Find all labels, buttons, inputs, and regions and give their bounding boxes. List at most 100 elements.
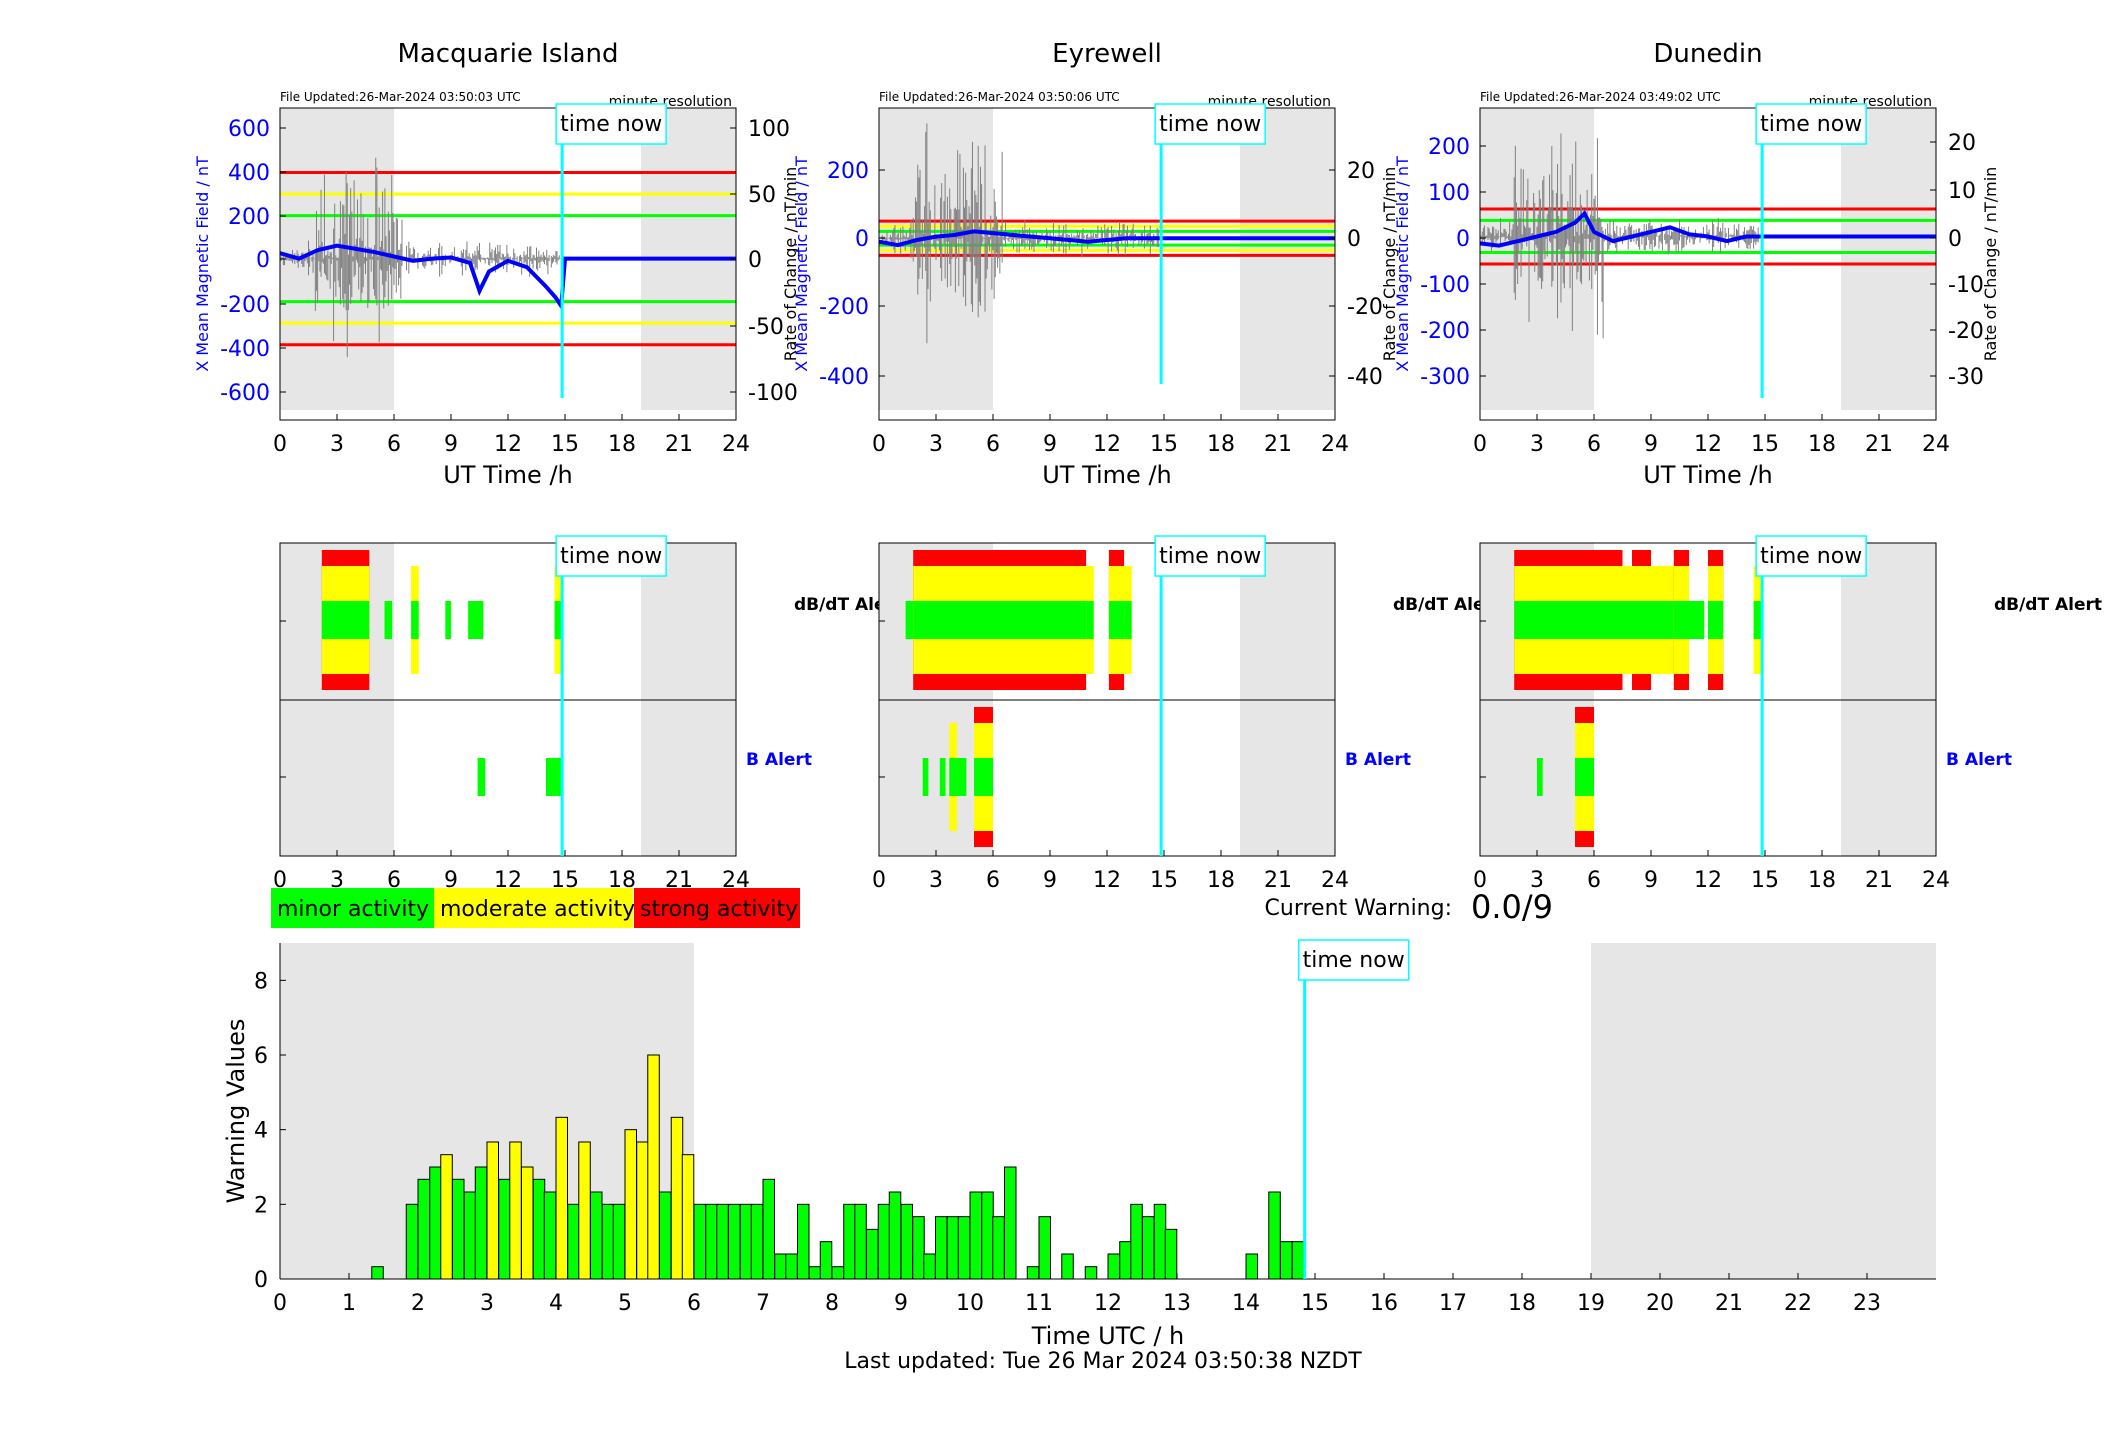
warning-bar bbox=[728, 1203, 741, 1280]
x-tick-label: 12 bbox=[494, 432, 522, 457]
alert-panel-1: 0 3 6 9 12 15 18 21 24 dB/dT Alert B Alert time now bbox=[872, 535, 1501, 893]
warning-bar bbox=[992, 1216, 1005, 1280]
warning-bar-chart: 0 1 2 3 4 5 6 7 8 9 10 11 12 13 14 15 16 17 18 19 20 21 22 2302… bbox=[222, 939, 1936, 1350]
x-tick-label: 3 bbox=[1530, 868, 1544, 893]
station-panel-0: Macquarie Island 0 3 6 9 12 15 18 21 24 UT Time /h… bbox=[193, 39, 800, 489]
x-tick-label: 21 bbox=[1264, 432, 1292, 457]
warning-bar bbox=[555, 1116, 569, 1280]
warning-bar bbox=[750, 1203, 764, 1280]
x-tick-label: 15 bbox=[1751, 868, 1779, 893]
x-tick-label: 18 bbox=[1207, 432, 1235, 457]
warning-bar bbox=[636, 1141, 649, 1280]
alert-minor-block bbox=[477, 758, 486, 796]
night-shade bbox=[1591, 943, 1936, 1279]
alert-minor-block bbox=[321, 601, 370, 639]
warning-bar bbox=[1084, 1266, 1098, 1280]
dbdt-alert-label: dB/dT Alert bbox=[1393, 595, 1501, 615]
x-tick-label: 15 bbox=[1301, 1291, 1329, 1316]
y-right-tick-label: -20 bbox=[1347, 295, 1383, 320]
y-right-tick-label: 0 bbox=[1948, 227, 1962, 252]
alert-minor-block bbox=[1632, 601, 1651, 639]
warning-bar bbox=[1164, 1228, 1178, 1280]
x-tick-label: 13 bbox=[1163, 1291, 1191, 1316]
time-now-label: time now bbox=[1760, 112, 1862, 137]
alert-minor-block bbox=[411, 601, 419, 639]
alert-minor-block bbox=[1124, 601, 1132, 639]
warning-bar bbox=[1280, 1241, 1293, 1280]
station-title: Dunedin bbox=[1653, 39, 1762, 69]
y-right-tick-label: 20 bbox=[1948, 131, 1976, 156]
x-tick-label: 12 bbox=[1694, 868, 1722, 893]
warning-bar bbox=[819, 1241, 833, 1280]
alert-minor-block bbox=[974, 758, 993, 796]
file-updated-text: File Updated:26-Mar-2024 03:50:06 UTC bbox=[879, 90, 1120, 104]
y-right-tick-label: -50 bbox=[748, 315, 784, 340]
warning-bar bbox=[509, 1141, 522, 1280]
x-tick-label: 21 bbox=[1865, 432, 1893, 457]
last-updated-text: Last updated: Tue 26 Mar 2024 03:50:38 N… bbox=[844, 1349, 1362, 1374]
night-shade bbox=[1480, 108, 1594, 410]
y-right-tick-label: -10 bbox=[1948, 273, 1984, 298]
y-right-axis-label: Rate of Change / nT/min bbox=[1380, 167, 1399, 362]
time-now-box bbox=[555, 535, 667, 577]
y-tick-label: 0 bbox=[254, 1268, 268, 1293]
legend-swatch-minor bbox=[271, 888, 434, 928]
x-tick-label: 6 bbox=[1587, 868, 1601, 893]
warning-bar bbox=[739, 1203, 753, 1280]
x-tick-label: 24 bbox=[1922, 868, 1950, 893]
x-tick-label: 3 bbox=[480, 1291, 494, 1316]
y-right-tick-label: 100 bbox=[748, 117, 790, 142]
alert-panel-2: 0 3 6 9 12 15 18 21 24 dB/dT Alert B Alert time now bbox=[1473, 535, 2102, 893]
x-tick-label: 0 bbox=[872, 868, 886, 893]
y-left-tick-label: 0 bbox=[1456, 227, 1470, 252]
y-right-axis-label: Rate of Change / nT/min bbox=[781, 167, 800, 362]
warning-bar bbox=[900, 1203, 914, 1280]
x-tick-label: 9 bbox=[1644, 432, 1658, 457]
x-tick-label: 9 bbox=[1043, 868, 1057, 893]
y-left-tick-label: 0 bbox=[256, 248, 270, 273]
field-trace bbox=[279, 243, 736, 312]
x-tick-label: 0 bbox=[1473, 432, 1487, 457]
warning-bar bbox=[1004, 1166, 1017, 1280]
warning-bar bbox=[1130, 1203, 1143, 1280]
activity-legend: minor activity moderate activity strong ac… bbox=[271, 888, 800, 928]
x-tick-label: 22 bbox=[1784, 1291, 1812, 1316]
warning-bar bbox=[946, 1216, 960, 1280]
warning-bar bbox=[716, 1203, 729, 1280]
time-now-box bbox=[555, 103, 667, 145]
x-tick-label: 11 bbox=[1025, 1291, 1053, 1316]
warning-bar bbox=[452, 1178, 465, 1280]
x-tick-label: 6 bbox=[986, 432, 1000, 457]
warning-bar bbox=[1061, 1253, 1074, 1280]
x-axis-label: UT Time /h bbox=[443, 461, 573, 489]
y-left-tick-label: -600 bbox=[220, 381, 270, 406]
y-tick-label: 6 bbox=[254, 1044, 268, 1069]
warning-bar bbox=[1142, 1216, 1155, 1280]
warning-bar bbox=[429, 1166, 442, 1280]
y-left-tick-label: -200 bbox=[1420, 319, 1470, 344]
x-tick-label: 9 bbox=[444, 868, 458, 893]
y-left-tick-label: -400 bbox=[220, 337, 270, 362]
time-now-label: time now bbox=[560, 112, 662, 137]
x-tick-label: 14 bbox=[1232, 1291, 1260, 1316]
time-now-label: time now bbox=[1159, 544, 1261, 569]
y-left-tick-label: -400 bbox=[819, 365, 869, 390]
x-tick-label: 12 bbox=[1093, 868, 1121, 893]
y-left-tick-label: -200 bbox=[220, 293, 270, 318]
y-right-tick-label: 0 bbox=[1347, 227, 1361, 252]
x-tick-label: 24 bbox=[1922, 432, 1950, 457]
warning-bar bbox=[888, 1191, 902, 1280]
x-tick-label: 18 bbox=[1207, 868, 1235, 893]
x-tick-label: 18 bbox=[608, 432, 636, 457]
warning-bar bbox=[1153, 1203, 1167, 1280]
x-tick-label: 10 bbox=[956, 1291, 984, 1316]
y-left-tick-label: 200 bbox=[827, 159, 869, 184]
x-tick-label: 0 bbox=[872, 432, 886, 457]
warning-bar bbox=[843, 1203, 856, 1280]
x-tick-label: 17 bbox=[1439, 1291, 1467, 1316]
y-tick-label: 4 bbox=[254, 1119, 268, 1144]
x-tick-label: 18 bbox=[1508, 1291, 1536, 1316]
alert-minor-block bbox=[922, 758, 929, 796]
alert-minor-block bbox=[949, 758, 957, 796]
y-left-tick-label: -200 bbox=[819, 295, 869, 320]
